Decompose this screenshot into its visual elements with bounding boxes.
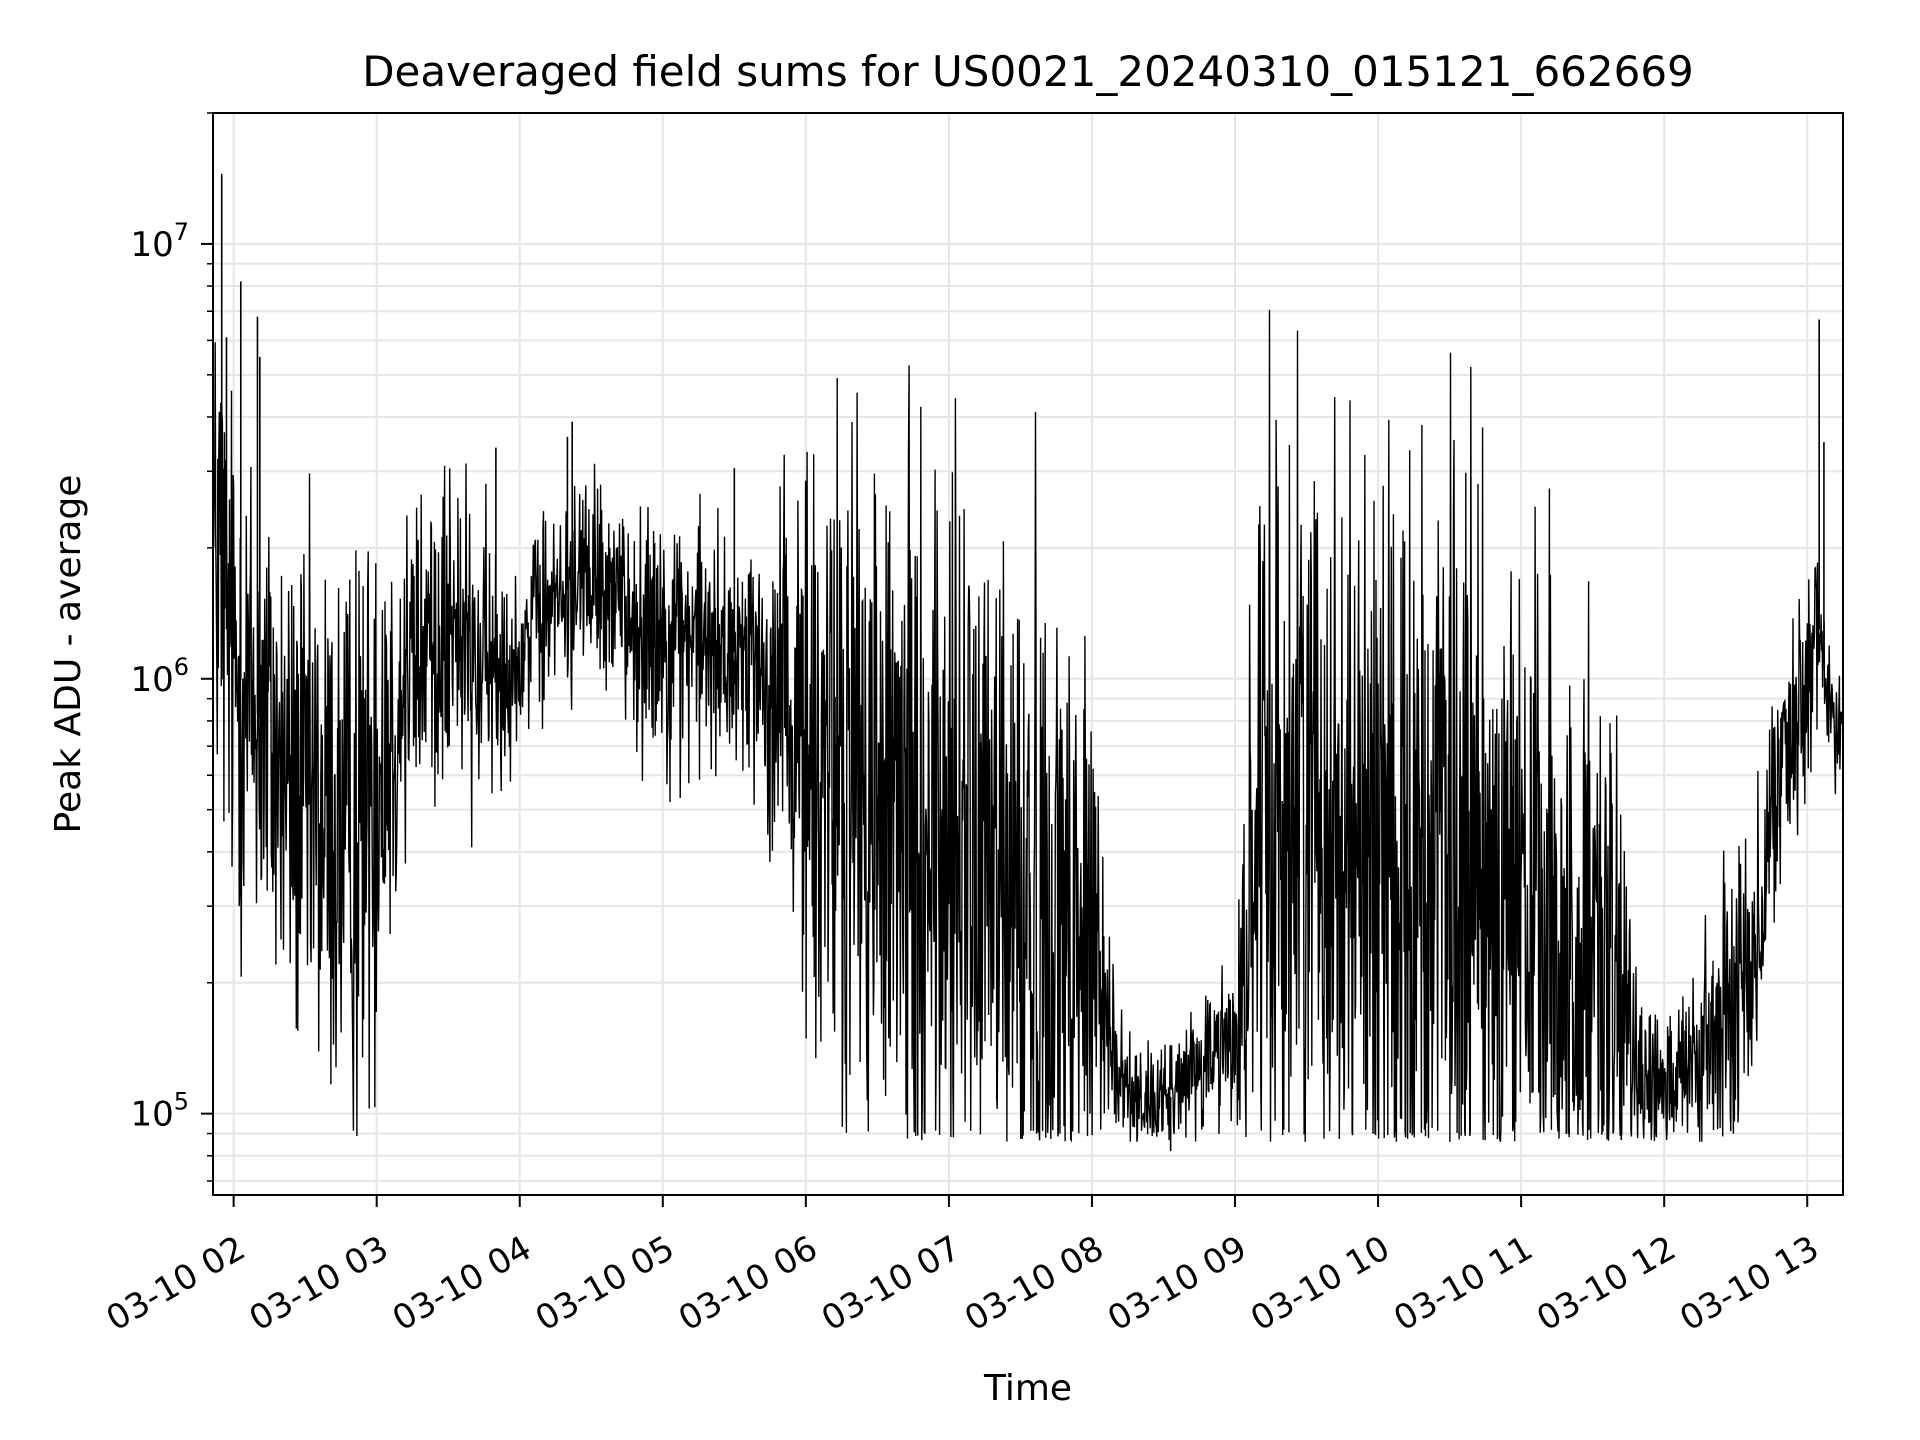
- y-tick-label: 106: [130, 653, 189, 700]
- y-tick-label: 105: [130, 1088, 189, 1135]
- series-layer: [213, 173, 1843, 1152]
- chart-title: Deaveraged field sums for US0021_2024031…: [362, 47, 1694, 96]
- y-tick-label: 107: [130, 218, 189, 265]
- x-axis-label: Time: [983, 1368, 1072, 1409]
- y-axis-label: Peak ADU - average: [48, 475, 89, 834]
- series-line: [213, 309, 1843, 1143]
- plot-frame: [212, 112, 1844, 1196]
